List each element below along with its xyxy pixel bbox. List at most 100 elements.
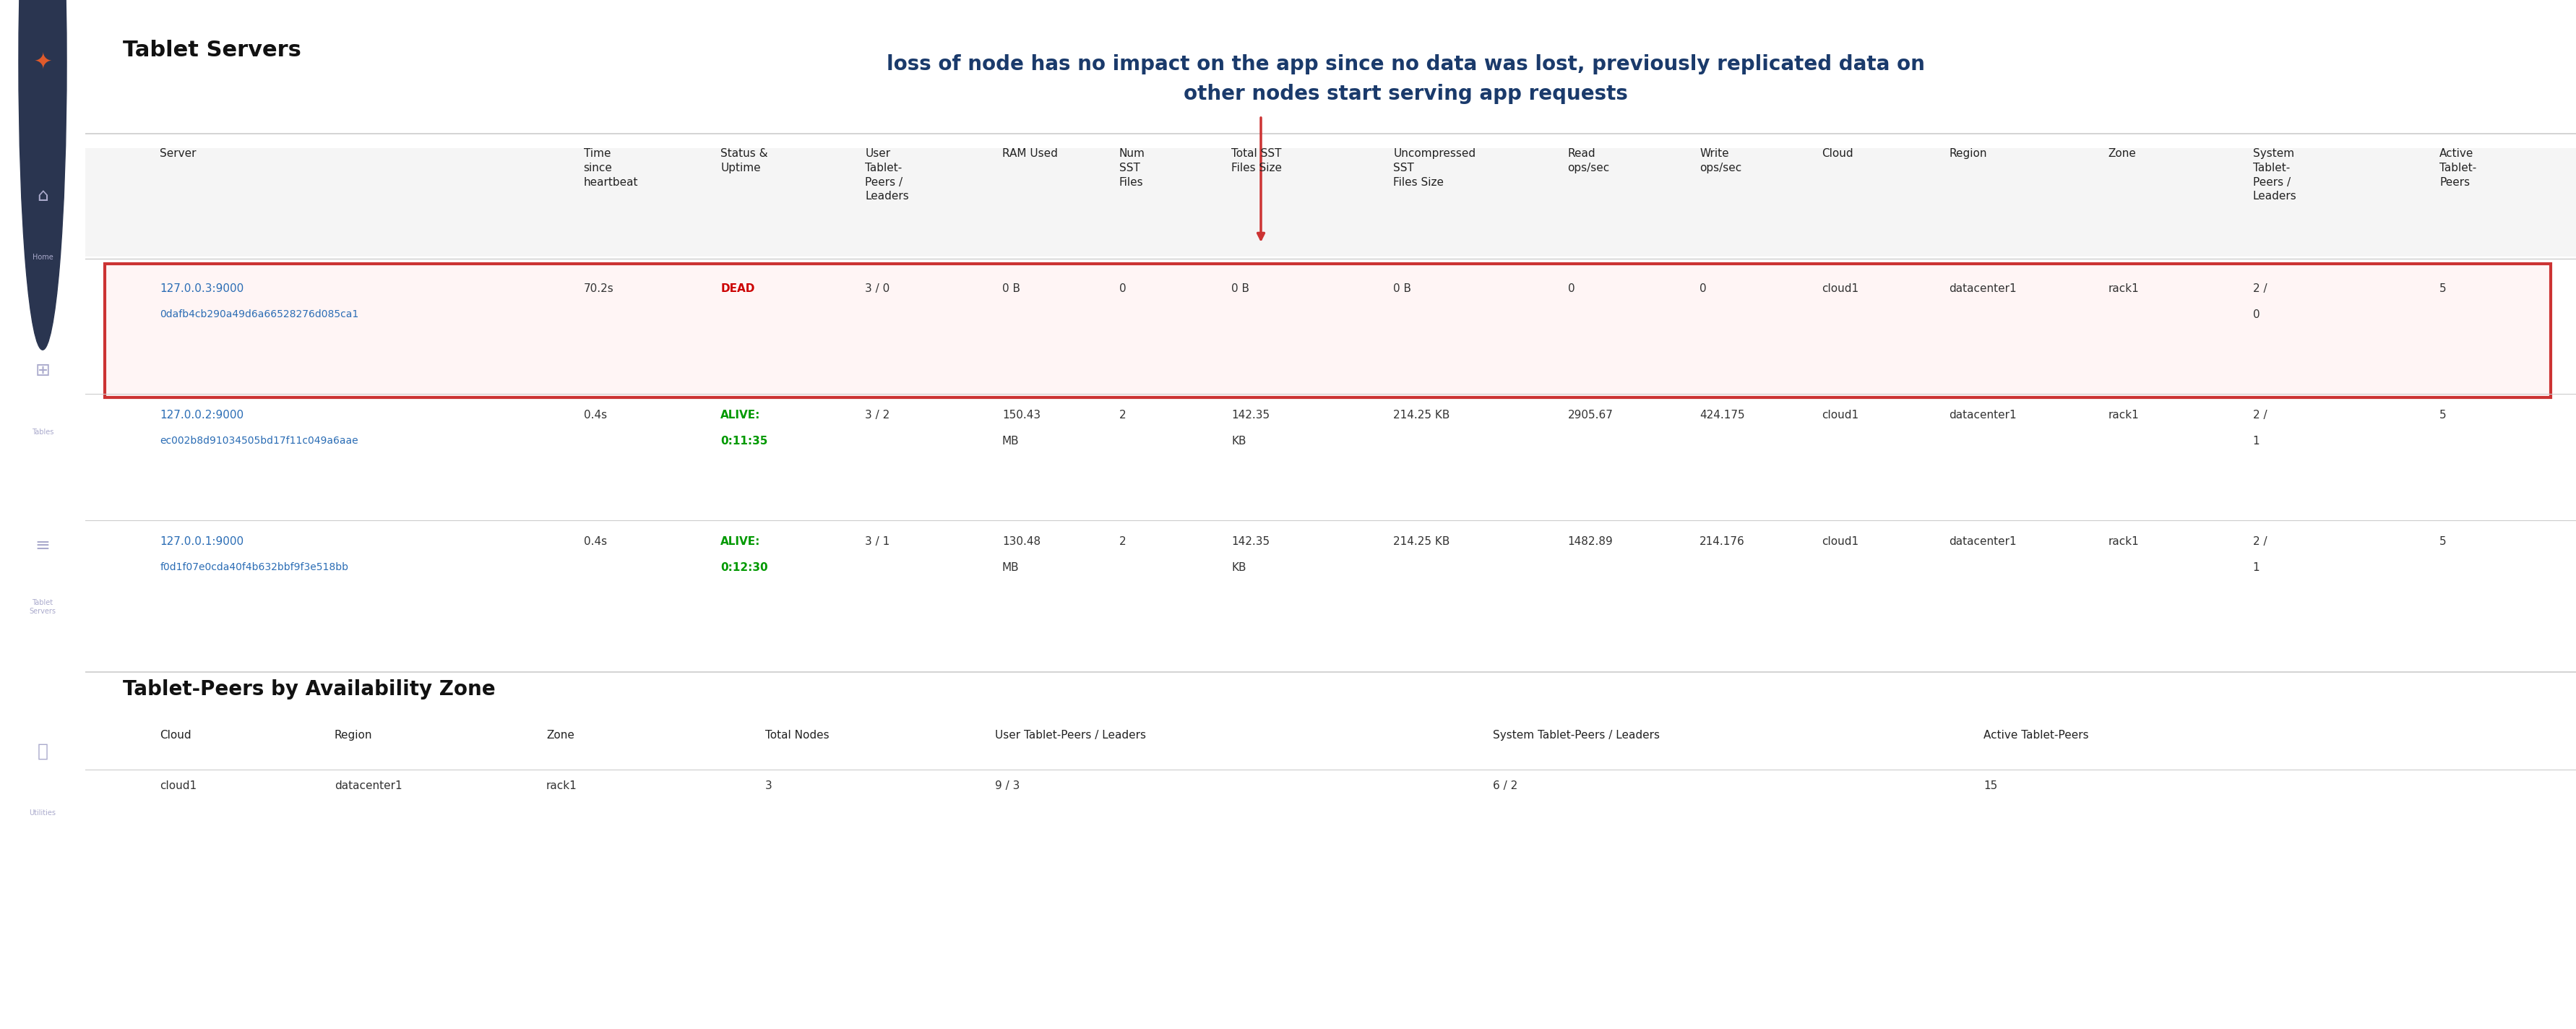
Text: User
Tablet-
Peers /
Leaders: User Tablet- Peers / Leaders	[866, 148, 909, 202]
Text: DEAD: DEAD	[721, 283, 755, 294]
Text: 3: 3	[765, 780, 773, 791]
Text: 0.4s: 0.4s	[582, 536, 605, 547]
Text: Server: Server	[160, 148, 196, 158]
Text: 0:11:35: 0:11:35	[721, 435, 768, 447]
Text: Tables: Tables	[31, 428, 54, 436]
Text: 3 / 0: 3 / 0	[866, 283, 889, 294]
Text: rack1: rack1	[2107, 410, 2138, 421]
Text: rack1: rack1	[2107, 536, 2138, 547]
Text: Read
ops/sec: Read ops/sec	[1566, 148, 1610, 173]
Text: Tablet
Servers: Tablet Servers	[28, 599, 57, 615]
Text: 9 / 3: 9 / 3	[994, 780, 1020, 791]
Text: Active Tablet-Peers: Active Tablet-Peers	[1984, 730, 2089, 741]
Text: Utilities: Utilities	[28, 809, 57, 817]
Text: datacenter1: datacenter1	[1947, 283, 2017, 294]
Text: Write
ops/sec: Write ops/sec	[1700, 148, 1741, 173]
Text: 214.25 KB: 214.25 KB	[1394, 536, 1450, 547]
Text: 5: 5	[2439, 410, 2447, 421]
Text: cloud1: cloud1	[1821, 410, 1857, 421]
Text: 1482.89: 1482.89	[1566, 536, 1613, 547]
Text: 2 /: 2 /	[2251, 410, 2267, 421]
Circle shape	[18, 0, 67, 350]
Text: 1: 1	[2251, 562, 2259, 573]
Text: Tablet Servers: Tablet Servers	[124, 40, 301, 61]
Text: 15: 15	[1984, 780, 1996, 791]
Text: 0: 0	[1566, 283, 1574, 294]
Text: System Tablet-Peers / Leaders: System Tablet-Peers / Leaders	[1492, 730, 1659, 741]
Text: rack1: rack1	[2107, 283, 2138, 294]
Text: User Tablet-Peers / Leaders: User Tablet-Peers / Leaders	[994, 730, 1146, 741]
Text: Uncompressed
SST
Files Size: Uncompressed SST Files Size	[1394, 148, 1476, 187]
Text: Total Nodes: Total Nodes	[765, 730, 829, 741]
Text: 2: 2	[1118, 410, 1126, 421]
Text: 127.0.0.1:9000: 127.0.0.1:9000	[160, 536, 245, 547]
Text: 2: 2	[1118, 536, 1126, 547]
Text: 0: 0	[1118, 283, 1126, 294]
Text: Region: Region	[1947, 148, 1986, 158]
Text: System
Tablet-
Peers /
Leaders: System Tablet- Peers / Leaders	[2251, 148, 2295, 202]
Text: 6 / 2: 6 / 2	[1492, 780, 1517, 791]
Text: KB: KB	[1231, 562, 1247, 573]
Text: 2 /: 2 /	[2251, 283, 2267, 294]
Text: ✦: ✦	[33, 51, 52, 72]
Text: ALIVE:: ALIVE:	[721, 536, 760, 547]
Text: 0: 0	[1700, 283, 1705, 294]
Text: 130.48: 130.48	[1002, 536, 1041, 547]
Text: 127.0.0.3:9000: 127.0.0.3:9000	[160, 283, 245, 294]
Text: Status &
Uptime: Status & Uptime	[721, 148, 768, 173]
Text: f0d1f07e0cda40f4b632bbf9f3e518bb: f0d1f07e0cda40f4b632bbf9f3e518bb	[160, 562, 348, 572]
Text: Num
SST
Files: Num SST Files	[1118, 148, 1144, 187]
Text: 0 B: 0 B	[1231, 283, 1249, 294]
Text: 70.2s: 70.2s	[582, 283, 613, 294]
Text: rack1: rack1	[546, 780, 577, 791]
Text: 0.4s: 0.4s	[582, 410, 605, 421]
Text: Zone: Zone	[546, 730, 574, 741]
Text: ⌂: ⌂	[36, 187, 49, 204]
Text: 214.176: 214.176	[1700, 536, 1744, 547]
FancyBboxPatch shape	[106, 263, 2550, 397]
Text: loss of node has no impact on the app since no data was lost, previously replica: loss of node has no impact on the app si…	[886, 55, 1924, 104]
Text: 214.25 KB: 214.25 KB	[1394, 410, 1450, 421]
Text: 142.35: 142.35	[1231, 536, 1270, 547]
Text: Cloud: Cloud	[1821, 148, 1852, 158]
Text: 2 /: 2 /	[2251, 536, 2267, 547]
Text: 3 / 1: 3 / 1	[866, 536, 889, 547]
Text: 127.0.0.2:9000: 127.0.0.2:9000	[160, 410, 245, 421]
Text: Zone: Zone	[2107, 148, 2136, 158]
Text: datacenter1: datacenter1	[1947, 410, 2017, 421]
Text: 0 B: 0 B	[1394, 283, 1412, 294]
Text: 424.175: 424.175	[1700, 410, 1744, 421]
Text: KB: KB	[1231, 435, 1247, 447]
Text: MB: MB	[1002, 562, 1020, 573]
Text: Time
since
heartbeat: Time since heartbeat	[582, 148, 639, 187]
Text: ec002b8d91034505bd17f11c049a6aae: ec002b8d91034505bd17f11c049a6aae	[160, 435, 358, 446]
Text: 3 / 2: 3 / 2	[866, 410, 889, 421]
Text: datacenter1: datacenter1	[1947, 536, 2017, 547]
Text: cloud1: cloud1	[1821, 283, 1857, 294]
Text: Total SST
Files Size: Total SST Files Size	[1231, 148, 1280, 173]
Text: ≡: ≡	[36, 537, 49, 554]
Text: Active
Tablet-
Peers: Active Tablet- Peers	[2439, 148, 2476, 187]
Text: 5: 5	[2439, 283, 2447, 294]
Text: 0:12:30: 0:12:30	[721, 562, 768, 573]
Text: Cloud: Cloud	[160, 730, 191, 741]
Text: 150.43: 150.43	[1002, 410, 1041, 421]
Text: 🔧: 🔧	[36, 743, 49, 759]
Text: 2905.67: 2905.67	[1566, 410, 1613, 421]
Text: ALIVE:: ALIVE:	[721, 410, 760, 421]
Text: 142.35: 142.35	[1231, 410, 1270, 421]
Text: RAM Used: RAM Used	[1002, 148, 1056, 158]
Text: 1: 1	[2251, 435, 2259, 447]
Text: MB: MB	[1002, 435, 1020, 447]
Text: 5: 5	[2439, 536, 2447, 547]
Text: ⊞: ⊞	[36, 362, 49, 379]
Text: datacenter1: datacenter1	[335, 780, 402, 791]
Text: cloud1: cloud1	[1821, 536, 1857, 547]
Bar	[85, 148, 2576, 256]
Text: Region: Region	[335, 730, 374, 741]
Text: 0: 0	[2251, 310, 2259, 320]
Text: Tablet-Peers by Availability Zone: Tablet-Peers by Availability Zone	[124, 679, 495, 700]
Text: cloud1: cloud1	[160, 780, 196, 791]
Text: 0 B: 0 B	[1002, 283, 1020, 294]
Text: 0dafb4cb290a49d6a66528276d085ca1: 0dafb4cb290a49d6a66528276d085ca1	[160, 310, 358, 319]
